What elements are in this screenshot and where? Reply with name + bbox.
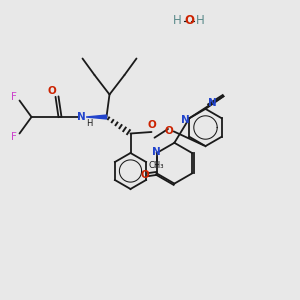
Polygon shape	[86, 115, 106, 119]
Text: O: O	[47, 86, 56, 97]
Text: O: O	[164, 126, 173, 136]
Text: H: H	[86, 119, 93, 128]
Text: O: O	[141, 170, 150, 180]
Text: N: N	[208, 98, 217, 109]
Text: F: F	[11, 92, 16, 103]
Text: H: H	[173, 14, 182, 28]
Text: N: N	[182, 115, 190, 125]
Text: F: F	[11, 131, 16, 142]
Text: O: O	[147, 120, 156, 130]
Text: N: N	[152, 147, 161, 158]
Text: O: O	[184, 14, 194, 28]
Text: CH₃: CH₃	[149, 160, 164, 169]
Text: H: H	[196, 14, 205, 28]
Text: N: N	[77, 112, 86, 122]
